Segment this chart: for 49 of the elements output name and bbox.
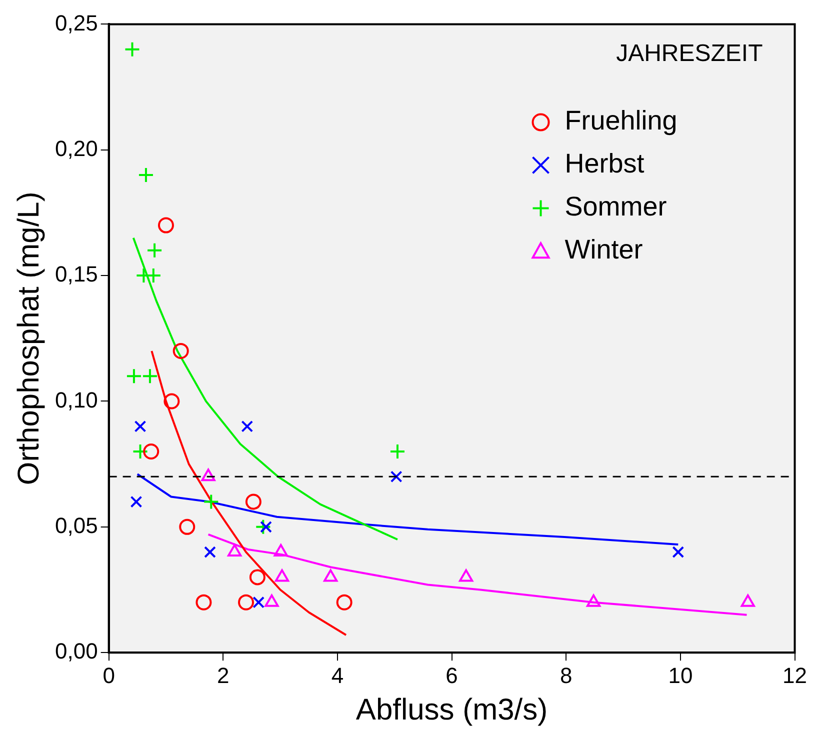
point bbox=[130, 496, 142, 508]
x-tick-label: 8 bbox=[560, 662, 572, 688]
point bbox=[245, 494, 262, 510]
point bbox=[672, 546, 684, 558]
x-tick-label: 4 bbox=[331, 662, 344, 688]
point bbox=[204, 546, 216, 558]
y-tick-label: 0,15 bbox=[54, 262, 98, 287]
y-axis-title: Orthophosphat (mg/L) bbox=[12, 192, 46, 486]
point bbox=[124, 41, 140, 58]
point bbox=[390, 470, 402, 483]
x-tick-label: 2 bbox=[217, 662, 230, 688]
legend-label: Winter bbox=[564, 234, 643, 265]
point bbox=[126, 368, 142, 384]
legend-label: Fruehling bbox=[564, 106, 678, 136]
point bbox=[260, 520, 272, 533]
y-tick-label: 0,25 bbox=[54, 10, 98, 36]
point bbox=[241, 420, 254, 432]
point bbox=[138, 167, 154, 184]
y-tick-label: 0,00 bbox=[54, 638, 98, 664]
legend-title: JAHRESZEIT bbox=[616, 40, 764, 67]
point bbox=[228, 544, 242, 557]
legend-label: Herbst bbox=[564, 148, 645, 179]
point bbox=[143, 444, 160, 460]
point bbox=[142, 368, 158, 384]
point bbox=[249, 569, 266, 586]
y-tick-label: 0,10 bbox=[54, 387, 98, 412]
legend-label: Sommer bbox=[564, 192, 667, 222]
point bbox=[389, 444, 406, 460]
y-tick-label: 0,20 bbox=[54, 136, 98, 161]
point bbox=[158, 217, 174, 234]
x-tick-label: 0 bbox=[102, 662, 115, 688]
point bbox=[252, 596, 265, 608]
point bbox=[146, 242, 163, 258]
x-tick-label: 10 bbox=[668, 662, 693, 688]
point bbox=[132, 444, 148, 460]
point bbox=[336, 594, 352, 610]
point bbox=[274, 544, 288, 557]
point bbox=[255, 518, 272, 535]
point bbox=[196, 594, 212, 610]
point bbox=[134, 420, 146, 432]
point bbox=[179, 518, 196, 535]
x-tick-label: 6 bbox=[446, 662, 458, 688]
y-tick-label: 0,05 bbox=[54, 512, 98, 538]
point bbox=[203, 494, 220, 510]
x-tick-label: 12 bbox=[782, 662, 808, 688]
point bbox=[164, 393, 180, 410]
point bbox=[238, 594, 254, 610]
x-axis-title: Abfluss (m3/s) bbox=[356, 693, 548, 726]
point bbox=[172, 342, 189, 359]
